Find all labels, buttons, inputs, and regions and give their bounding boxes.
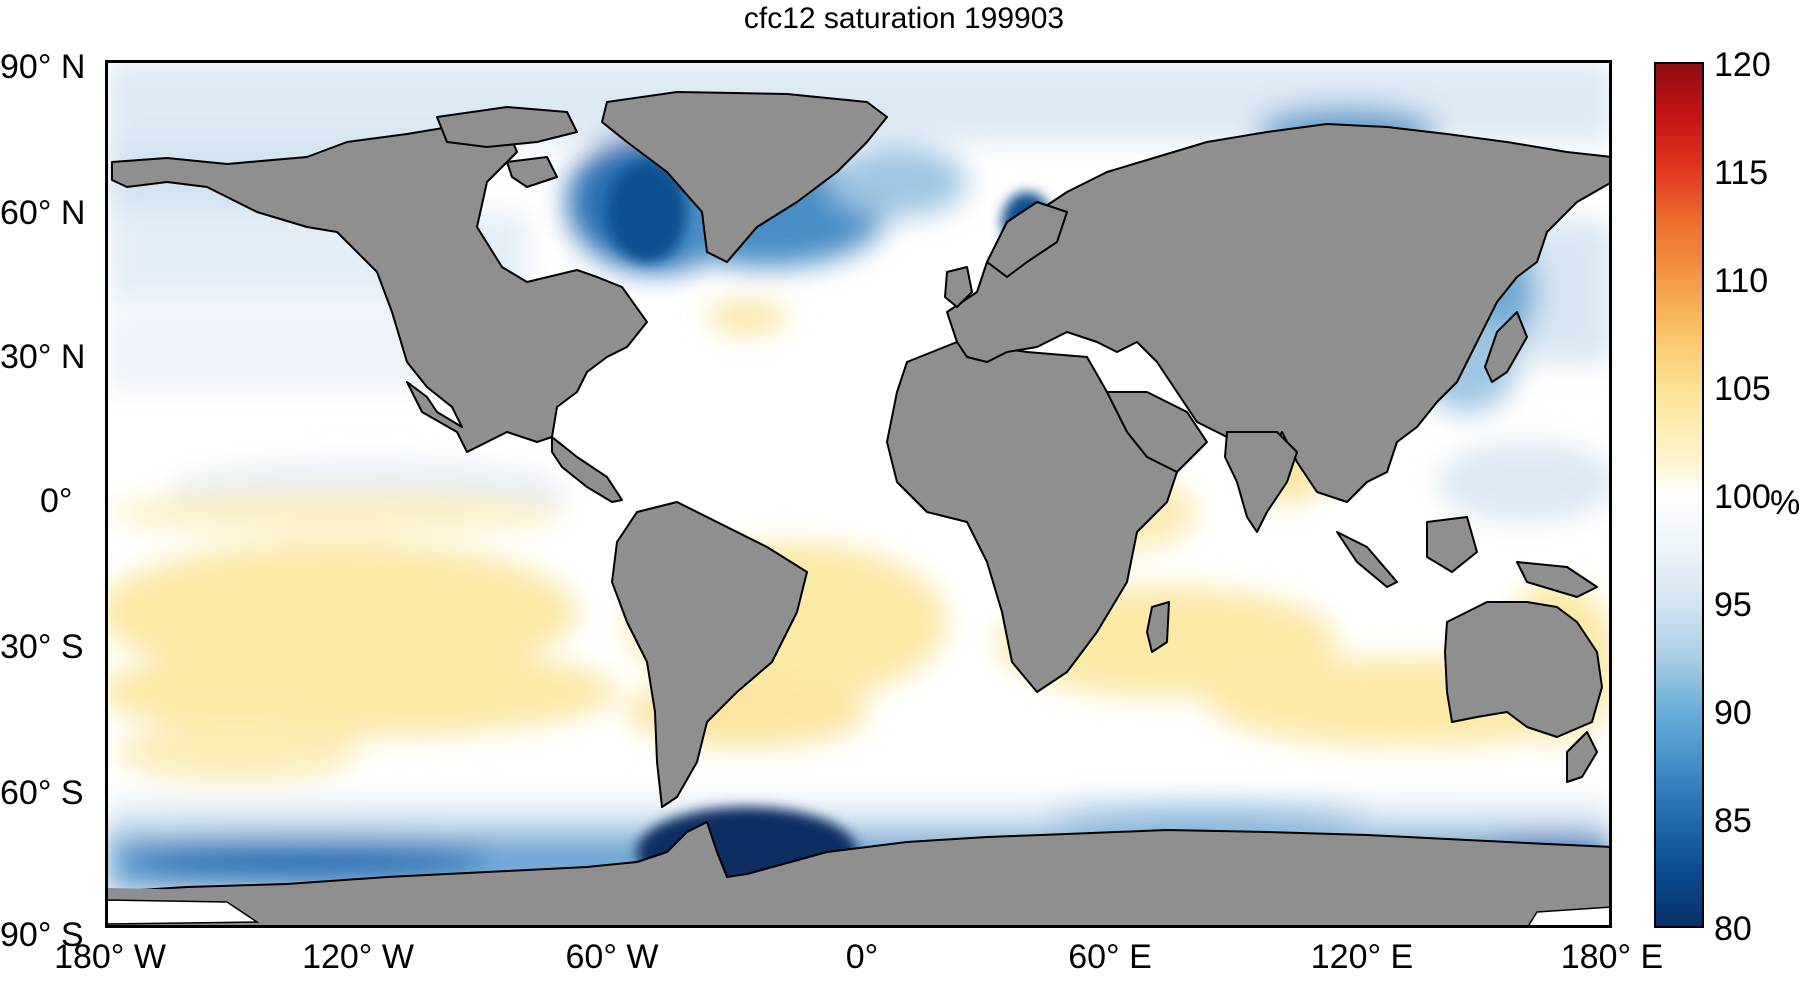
arctic-islands: [436, 106, 578, 148]
new-guinea: [1516, 561, 1598, 598]
south-america: [611, 501, 808, 808]
lat-tick-label: 30° S: [0, 628, 84, 666]
greenland: [601, 91, 888, 263]
lon-tick-label: 120° E: [1310, 938, 1414, 976]
lon-tick-label: 60° W: [565, 938, 659, 976]
colorbar-tick-label: 115: [1714, 154, 1769, 192]
map-plot-area: [107, 62, 1612, 928]
lon-tick-label: 180° E: [1560, 938, 1664, 976]
lon-tick-label: 0°: [845, 938, 879, 976]
colorbar-tick-label: 105: [1714, 370, 1771, 408]
lat-tick-label: 90° S: [0, 916, 84, 954]
colorbar-unit-label: %: [1770, 484, 1801, 522]
colorbar-tick-label: 95: [1714, 586, 1752, 624]
sumatra: [1336, 531, 1398, 588]
world-map: [107, 62, 1612, 928]
eurasia: [946, 123, 1612, 503]
colorbar-tick-label: 80: [1714, 910, 1752, 948]
japan: [1484, 311, 1528, 383]
lon-tick-label: 120° W: [302, 938, 414, 976]
colorbar-tick-label: 110: [1714, 262, 1769, 300]
lat-tick-label: 60° N: [0, 194, 86, 232]
africa: [886, 341, 1178, 693]
lon-tick-label: 180° W: [54, 938, 166, 976]
lat-tick-label: 30° N: [0, 338, 86, 376]
arabia: [1106, 391, 1208, 473]
australia: [1444, 601, 1603, 738]
india: [1224, 431, 1298, 533]
british-isles: [944, 266, 973, 308]
map-title: cfc12 saturation 199903: [743, 2, 1065, 35]
antarctica: [107, 821, 1612, 928]
central-america: [551, 436, 623, 503]
lon-tick-label: 60° E: [1068, 938, 1152, 976]
land-masses: [107, 91, 1612, 928]
scandinavia: [986, 201, 1068, 278]
lat-tick-label: 0°: [40, 482, 73, 520]
lat-tick-label: 90° N: [0, 48, 86, 86]
colorbar-tick-label: 120: [1714, 46, 1771, 84]
lat-tick-label: 60° S: [0, 774, 84, 812]
borneo: [1426, 516, 1478, 573]
colorbar: [1654, 62, 1704, 928]
colorbar-tick-label: 100: [1714, 478, 1771, 516]
new-zealand: [1566, 731, 1598, 783]
ice-shelves: [107, 888, 1612, 928]
colorbar-tick-label: 90: [1714, 694, 1752, 732]
colorbar-tick-label: 85: [1714, 802, 1752, 840]
madagascar: [1146, 601, 1170, 653]
